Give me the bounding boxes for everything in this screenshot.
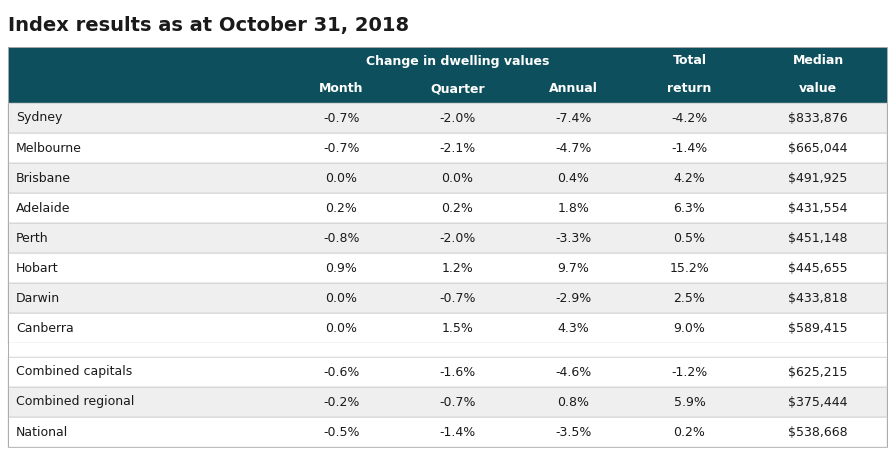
Text: -0.5%: -0.5% [323, 425, 359, 439]
Text: 0.2%: 0.2% [441, 201, 473, 214]
Text: 0.5%: 0.5% [673, 232, 704, 245]
Text: 1.8%: 1.8% [557, 201, 589, 214]
Text: -1.4%: -1.4% [439, 425, 475, 439]
Text: $625,215: $625,215 [788, 365, 847, 378]
Text: -1.2%: -1.2% [670, 365, 707, 378]
Text: 9.0%: 9.0% [673, 322, 704, 335]
Text: Change in dwelling values: Change in dwelling values [366, 55, 549, 68]
Bar [8, 103, 886, 133]
Text: -0.7%: -0.7% [323, 142, 359, 155]
Bar [8, 313, 886, 343]
Text: $451,148: $451,148 [788, 232, 847, 245]
Text: -2.0%: -2.0% [439, 232, 475, 245]
Text: $433,818: $433,818 [788, 292, 847, 304]
Text: -0.2%: -0.2% [323, 396, 359, 409]
Text: Brisbane: Brisbane [16, 171, 71, 185]
Text: return: return [667, 82, 711, 96]
Text: -0.6%: -0.6% [323, 365, 359, 378]
Text: 0.4%: 0.4% [557, 171, 589, 185]
Text: Melbourne: Melbourne [16, 142, 81, 155]
Text: Median: Median [791, 55, 843, 68]
Text: Annual: Annual [548, 82, 597, 96]
Text: -1.6%: -1.6% [439, 365, 475, 378]
Text: Perth: Perth [16, 232, 48, 245]
Text: Darwin: Darwin [16, 292, 60, 304]
Text: National: National [16, 425, 68, 439]
Text: Sydney: Sydney [16, 111, 63, 124]
Text: 0.2%: 0.2% [325, 201, 357, 214]
Bar [8, 75, 886, 103]
Text: -2.1%: -2.1% [439, 142, 475, 155]
Text: 4.2%: 4.2% [673, 171, 704, 185]
Text: -1.4%: -1.4% [670, 142, 707, 155]
Text: Combined capitals: Combined capitals [16, 365, 132, 378]
Bar [8, 223, 886, 253]
Text: 0.0%: 0.0% [325, 292, 357, 304]
Bar [8, 47, 886, 75]
Text: -0.7%: -0.7% [439, 396, 476, 409]
Bar [8, 343, 886, 357]
Text: Canberra: Canberra [16, 322, 73, 335]
Text: Month: Month [319, 82, 363, 96]
Text: -0.7%: -0.7% [323, 111, 359, 124]
Text: value: value [798, 82, 836, 96]
Text: 1.2%: 1.2% [441, 261, 473, 274]
Text: -0.7%: -0.7% [439, 292, 476, 304]
Text: -3.3%: -3.3% [555, 232, 591, 245]
Text: Total: Total [671, 55, 705, 68]
Text: 4.3%: 4.3% [557, 322, 589, 335]
Text: 0.9%: 0.9% [325, 261, 357, 274]
Text: 0.0%: 0.0% [441, 171, 473, 185]
Bar [8, 253, 886, 283]
Text: $445,655: $445,655 [788, 261, 847, 274]
Text: $665,044: $665,044 [788, 142, 847, 155]
Text: Index results as at October 31, 2018: Index results as at October 31, 2018 [8, 16, 409, 35]
Text: -2.0%: -2.0% [439, 111, 475, 124]
Text: -4.7%: -4.7% [554, 142, 591, 155]
Text: 15.2%: 15.2% [669, 261, 709, 274]
Text: -0.8%: -0.8% [323, 232, 359, 245]
Text: 9.7%: 9.7% [557, 261, 589, 274]
Bar [8, 133, 886, 163]
Text: 5.9%: 5.9% [673, 396, 704, 409]
Text: $491,925: $491,925 [788, 171, 847, 185]
Text: -2.9%: -2.9% [555, 292, 591, 304]
Text: -4.2%: -4.2% [670, 111, 707, 124]
Text: Adelaide: Adelaide [16, 201, 71, 214]
Text: $833,876: $833,876 [788, 111, 847, 124]
Bar [8, 163, 886, 193]
Text: Combined regional: Combined regional [16, 396, 134, 409]
Text: -7.4%: -7.4% [554, 111, 591, 124]
Text: -3.5%: -3.5% [554, 425, 591, 439]
Bar [8, 417, 886, 447]
Bar [8, 193, 886, 223]
Text: 0.8%: 0.8% [557, 396, 589, 409]
Text: -4.6%: -4.6% [555, 365, 591, 378]
Text: 0.0%: 0.0% [325, 322, 357, 335]
Text: 1.5%: 1.5% [441, 322, 473, 335]
Text: $431,554: $431,554 [788, 201, 847, 214]
Text: 2.5%: 2.5% [673, 292, 704, 304]
Text: 6.3%: 6.3% [673, 201, 704, 214]
Bar [8, 387, 886, 417]
Text: Quarter: Quarter [430, 82, 485, 96]
Text: $375,444: $375,444 [788, 396, 847, 409]
Text: 0.2%: 0.2% [673, 425, 704, 439]
Bar [8, 283, 886, 313]
Text: Hobart: Hobart [16, 261, 59, 274]
Bar [8, 357, 886, 387]
Text: $589,415: $589,415 [788, 322, 847, 335]
Text: 0.0%: 0.0% [325, 171, 357, 185]
Text: $538,668: $538,668 [788, 425, 847, 439]
